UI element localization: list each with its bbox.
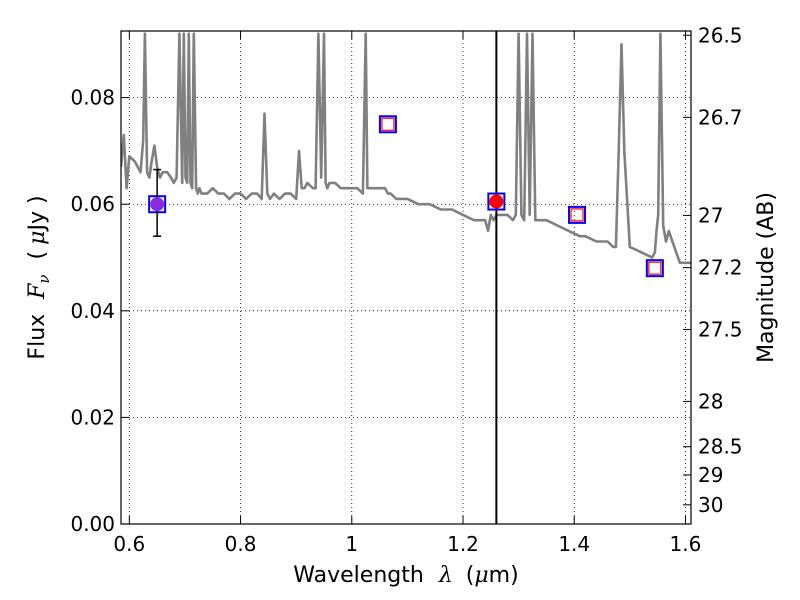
x-tick-label: 1 [345, 532, 358, 556]
model-photometry-point [487, 192, 506, 211]
model-photometry-inner-point [381, 117, 395, 131]
y-tick-label: 0.04 [70, 299, 115, 323]
y-tick-label: 0.02 [70, 405, 115, 429]
y2-tick-label: 27.5 [698, 317, 743, 341]
y2-tick-label: 27.2 [698, 256, 743, 280]
x-axis-ticks: 0.6 0.8 1 1.2 1.4 1.6 [113, 31, 701, 556]
x-tick-label: 1.4 [558, 532, 590, 556]
observed-point [150, 197, 165, 212]
model-photometry-inner-point [648, 261, 662, 275]
model-photometry-point [378, 115, 397, 134]
y2-tick-label: 27 [698, 203, 723, 227]
model-sed-line [121, 32, 691, 265]
y2-tick-label: 26.5 [698, 23, 743, 47]
x-tick-label: 1.6 [670, 532, 702, 556]
y2-axis-ticks: 26.5 26.7 27 27.2 27.5 28 28.5 29 30 [683, 23, 743, 517]
model-photometry-inner-point [570, 208, 584, 222]
model-photometry-point [568, 205, 586, 224]
x-tick-label: 0.6 [113, 532, 145, 556]
model-photometry-point [645, 259, 664, 278]
y-tick-label: 0.08 [70, 86, 115, 110]
y-axis-ticks: 0.00 0.02 0.04 0.06 0.08 [70, 86, 129, 536]
x-tick-label: 0.8 [225, 532, 257, 556]
y-tick-label: 0.00 [70, 512, 115, 536]
y2-tick-label: 26.7 [698, 105, 743, 129]
y2-tick-label: 28.5 [698, 435, 743, 459]
y2-axis-label: Magnitude (AB) [754, 192, 779, 363]
x-tick-label: 1.2 [447, 532, 479, 556]
y2-tick-label: 29 [698, 463, 723, 487]
x-axis-label: Wavelength λ (μm) [293, 563, 518, 588]
y2-tick-label: 30 [698, 493, 723, 517]
series-layer [121, 31, 691, 524]
grid-lines [121, 31, 691, 524]
plot-frame [120, 30, 692, 525]
y-axis-label: Flux Fν (μJy ) [25, 195, 55, 359]
y-tick-label: 0.06 [70, 192, 115, 216]
y2-tick-label: 28 [698, 389, 723, 413]
observed-point [489, 194, 504, 209]
